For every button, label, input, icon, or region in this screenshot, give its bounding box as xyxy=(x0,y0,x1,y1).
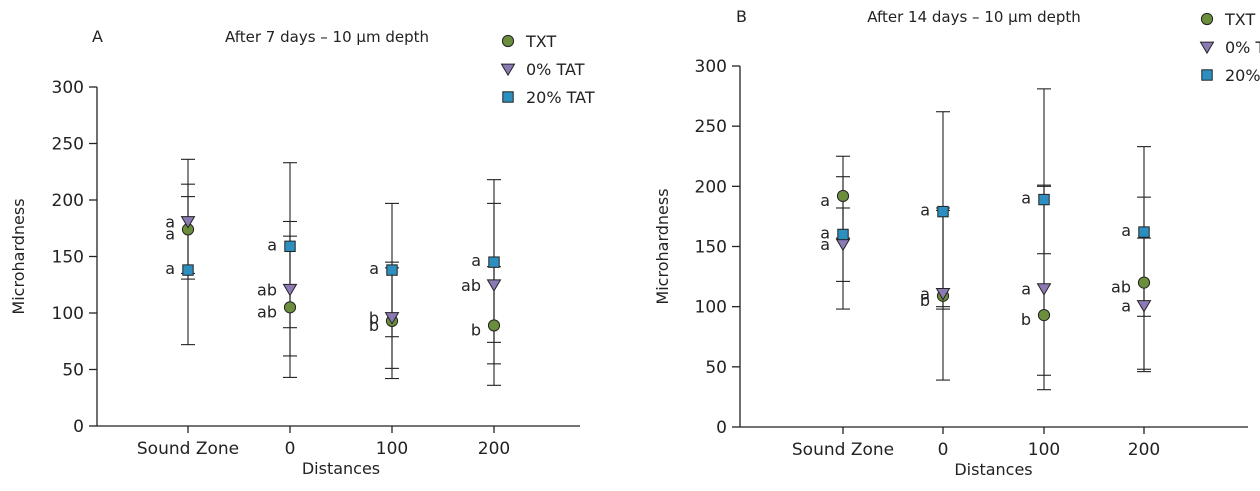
y-tick-label: 50 xyxy=(705,358,727,378)
significance-label: a xyxy=(820,191,830,210)
y-tick-label: 0 xyxy=(73,417,84,437)
data-point xyxy=(488,256,500,268)
significance-label: ab xyxy=(461,276,481,295)
y-tick-label: 200 xyxy=(695,177,727,197)
significance-label: a xyxy=(1021,189,1031,208)
significance-label: a xyxy=(1121,221,1131,240)
significance-label: a xyxy=(820,235,830,254)
series-20-tat xyxy=(181,196,501,378)
data-point xyxy=(180,216,196,229)
significance-label: a xyxy=(165,212,175,231)
data-point xyxy=(1137,276,1151,289)
data-point xyxy=(1036,283,1052,296)
x-tick-label: 0 xyxy=(285,439,296,459)
panel-b-chart: B After 14 days – 10 μm depth 0 50 100 150 200… xyxy=(653,7,1260,479)
y-tick-label: 150 xyxy=(52,248,84,268)
legend-label: 20% TAT xyxy=(1225,66,1260,85)
data-point xyxy=(386,264,398,276)
significance-label: b xyxy=(1021,310,1031,329)
y-axis-title: Microhardness xyxy=(653,188,672,304)
x-axis-title: Distances xyxy=(302,459,380,478)
y-tick-label: 300 xyxy=(52,78,84,98)
x-axis-title: Distances xyxy=(954,460,1032,479)
y-tick-label: 250 xyxy=(695,117,727,137)
y-tick-label: 0 xyxy=(716,418,727,438)
y-axis-title: Microhardness xyxy=(9,198,28,314)
significance-label: b xyxy=(471,320,481,339)
data-point xyxy=(282,283,298,297)
y-tick-label: 200 xyxy=(52,191,84,211)
chart-title: After 14 days – 10 μm depth xyxy=(867,8,1081,26)
legend-marker xyxy=(1200,12,1214,26)
significance-label: b xyxy=(920,291,930,310)
legend-marker xyxy=(502,91,514,103)
series-0-tat xyxy=(181,158,501,386)
significance-label: a xyxy=(369,259,379,278)
x-tick-label: 200 xyxy=(478,439,510,459)
legend-marker xyxy=(1199,41,1215,55)
y-tick-label: 100 xyxy=(52,304,84,324)
legend-marker xyxy=(501,34,515,48)
panel-label: B xyxy=(736,7,747,26)
data-point xyxy=(283,301,297,314)
panel-label: A xyxy=(92,27,103,46)
data-point xyxy=(1037,308,1051,322)
x-tick-label: Sound Zone xyxy=(137,439,239,459)
legend-label: TXT xyxy=(1224,10,1255,29)
data-point xyxy=(836,189,850,203)
significance-label: a xyxy=(165,259,175,278)
data-point xyxy=(1136,300,1152,313)
series-20-tat xyxy=(836,185,1151,317)
data-point xyxy=(1138,226,1150,238)
y-tick-label: 50 xyxy=(62,361,84,381)
significance-label: b xyxy=(369,316,379,335)
data-point xyxy=(835,238,851,252)
data-point xyxy=(486,279,502,292)
legend-label: 20% TAT xyxy=(526,88,595,107)
legend-label: 0% TAT xyxy=(1225,38,1260,57)
legend-label: TXT xyxy=(525,32,556,51)
legend-marker xyxy=(1201,69,1213,81)
significance-label: a xyxy=(920,201,930,220)
series-0-tat xyxy=(836,88,1151,381)
y-tick-label: 100 xyxy=(695,298,727,318)
significance-label: b xyxy=(369,309,379,328)
data-point xyxy=(937,205,949,218)
significance-label: a xyxy=(267,235,277,254)
y-tick-label: 150 xyxy=(695,238,727,258)
data-point xyxy=(487,319,501,332)
significance-label: a xyxy=(1021,280,1031,299)
panel-a-chart: A After 7 days – 10 μm depth 0 50 100 150 200 2… xyxy=(9,27,595,478)
data-point xyxy=(182,264,194,276)
y-tick-label: 250 xyxy=(52,135,84,155)
significance-label: a xyxy=(1121,296,1131,315)
significance-label: a xyxy=(920,284,930,303)
significance-label: a xyxy=(471,251,481,270)
x-tick-label: 200 xyxy=(1128,440,1160,460)
chart-title: After 7 days – 10 μm depth xyxy=(225,28,429,46)
x-tick-label: 100 xyxy=(376,439,408,459)
significance-label: ab xyxy=(257,280,277,299)
y-tick-label: 300 xyxy=(695,57,727,77)
legend-marker xyxy=(500,63,516,77)
x-tick-label: 100 xyxy=(1028,440,1060,460)
series-txt xyxy=(181,183,501,369)
significance-label: ab xyxy=(1111,278,1131,297)
data-point xyxy=(1038,193,1050,206)
legend-label: 0% TAT xyxy=(526,60,585,79)
data-point xyxy=(384,312,400,325)
significance-label: a xyxy=(165,224,175,243)
significance-label: ab xyxy=(257,302,277,321)
data-point xyxy=(284,240,296,253)
data-point xyxy=(837,228,849,241)
significance-label: a xyxy=(820,223,830,242)
x-tick-label: 0 xyxy=(938,440,949,460)
data-point xyxy=(935,288,951,301)
x-tick-label: Sound Zone xyxy=(792,440,894,460)
series-txt xyxy=(836,155,1151,391)
